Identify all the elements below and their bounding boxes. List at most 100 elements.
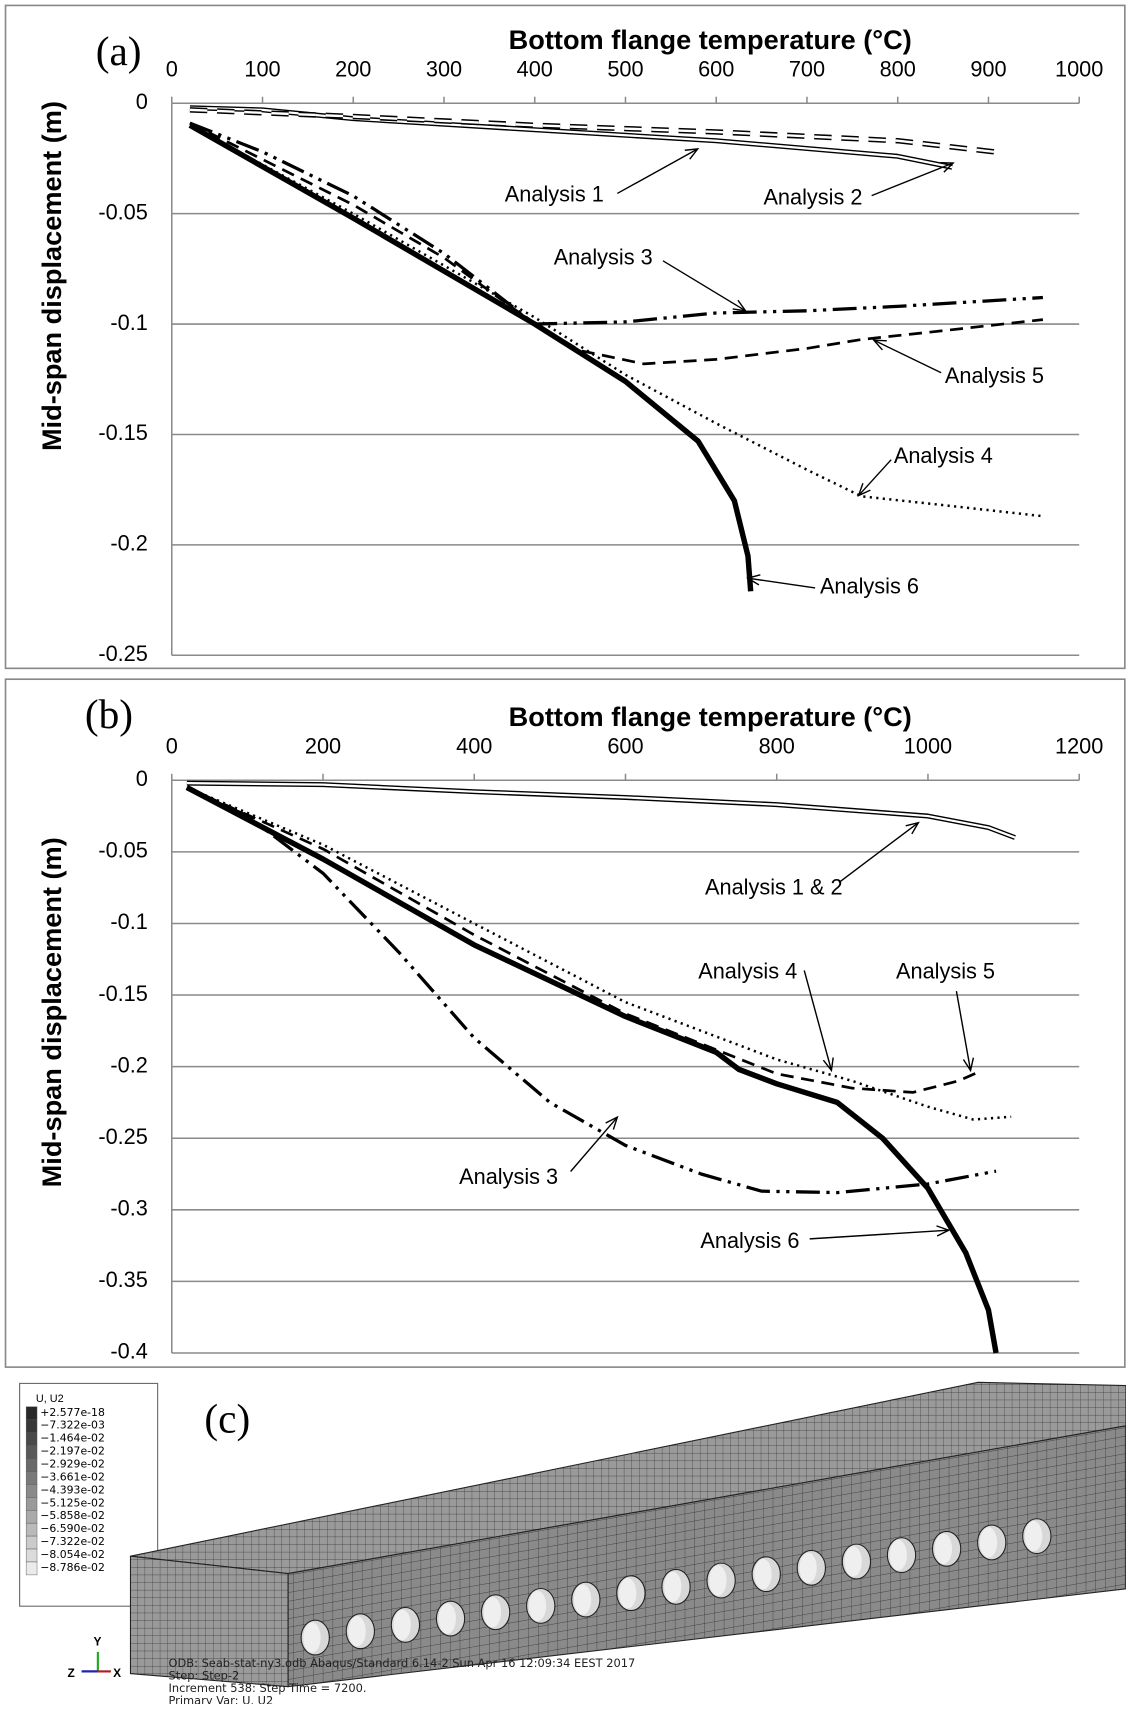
x-tick-label: 300 [426, 56, 462, 81]
annotation: Analysis 6 [820, 574, 919, 599]
x-tick-label: 100 [244, 56, 280, 81]
y-tick-label: -0.3 [110, 1196, 147, 1221]
web-opening-shade [664, 1572, 681, 1602]
y-tick-label: -0.35 [98, 1267, 148, 1292]
annotation-arrowhead [733, 300, 746, 311]
web-opening-shade [709, 1565, 726, 1595]
y-axis-title: Mid-span displacement (m) [36, 101, 67, 451]
web-opening-shade [484, 1597, 501, 1627]
web-opening-shade [890, 1540, 907, 1570]
x-tick-label: 0 [166, 733, 178, 758]
web-opening-shade [980, 1527, 997, 1557]
x-tick-label: 500 [607, 56, 643, 81]
y-axis-title: Mid-span displacement (m) [36, 837, 67, 1187]
x-tick-label: 200 [335, 56, 371, 81]
legend-label: −6.590e-02 [40, 1522, 105, 1535]
legend-swatch [26, 1471, 37, 1484]
axis-z-label: Z [67, 1666, 74, 1680]
x-tick-label: 1000 [1055, 56, 1103, 81]
y-tick-label: -0.15 [98, 981, 148, 1006]
legend-label: +2.577e-18 [40, 1406, 105, 1419]
legend-swatch [26, 1407, 37, 1420]
series-line [187, 787, 1011, 1119]
legend-swatch [26, 1420, 37, 1433]
annotation-arrowhead [685, 149, 698, 159]
x-tick-label: 900 [970, 56, 1006, 81]
series-line-core [187, 783, 1015, 837]
legend-label: −5.858e-02 [40, 1509, 105, 1522]
annotation: Analysis 6 [700, 1228, 799, 1253]
legend-swatch [26, 1446, 37, 1459]
y-tick-label: -0.15 [98, 420, 148, 445]
y-tick-label: -0.1 [110, 310, 147, 335]
legend-label: −1.464e-02 [40, 1432, 105, 1445]
legend-swatch [26, 1562, 37, 1575]
web-opening-shade [799, 1553, 816, 1583]
x-tick-label: 400 [517, 56, 553, 81]
legend-swatch [26, 1510, 37, 1523]
x-tick-label: 800 [880, 56, 916, 81]
annotation-arrow [872, 163, 954, 196]
web-opening-shade [348, 1616, 365, 1646]
legend-label: −8.054e-02 [40, 1548, 105, 1561]
legend-swatch [26, 1433, 37, 1446]
legend-label: −7.322e-03 [40, 1419, 105, 1432]
x-axis-title: Bottom flange temperature (°C) [509, 24, 912, 55]
legend-swatch [26, 1497, 37, 1510]
x-tick-label: 1200 [1055, 733, 1103, 758]
series-line [187, 787, 996, 1353]
legend-label: −3.661e-02 [40, 1470, 105, 1483]
web-opening-shade [303, 1622, 320, 1652]
annotation-arrow [859, 460, 892, 496]
web-opening-shade [754, 1559, 771, 1589]
series-line [190, 125, 751, 591]
legend-title: U, U2 [36, 1393, 64, 1405]
annotation: Analysis 3 [554, 244, 653, 269]
y-tick-label: -0.05 [98, 838, 148, 863]
annotation: Analysis 2 [763, 185, 862, 210]
legend-swatch [26, 1536, 37, 1549]
annotation: Analysis 3 [459, 1164, 558, 1189]
web-opening-shade [935, 1534, 952, 1564]
x-tick-label: 600 [607, 733, 643, 758]
x-tick-label: 1000 [904, 733, 952, 758]
web-opening-shade [844, 1546, 861, 1576]
fe-model [130, 1382, 1125, 1686]
annotation: Analysis 4 [894, 443, 993, 468]
web-opening-shade [393, 1610, 410, 1640]
x-tick-label: 700 [789, 56, 825, 81]
annotation-arrow [810, 1230, 949, 1239]
page: {"chart_data": [ {"type": "line", "panel… [0, 0, 1126, 1704]
web-opening-shade [1025, 1521, 1042, 1551]
series-line [190, 123, 1043, 324]
legend-swatch [26, 1484, 37, 1497]
axis-x-label: X [113, 1666, 121, 1680]
annotation-arrow [663, 261, 746, 311]
panel-frame [6, 679, 1125, 1367]
annotation-arrow [874, 340, 941, 373]
panel-label: (a) [96, 28, 142, 75]
annotation-arrow [748, 578, 815, 588]
y-tick-label: 0 [136, 89, 148, 114]
legend-swatch [26, 1549, 37, 1562]
annotation: Analysis 1 [505, 181, 604, 206]
web-opening-shade [529, 1591, 546, 1621]
y-tick-label: -0.2 [110, 531, 147, 556]
x-tick-label: 200 [305, 733, 341, 758]
legend-label: −2.197e-02 [40, 1445, 105, 1458]
figure: Y Z X (c) U, U2 (a) Bottom flange tempera… [0, 0, 1126, 1704]
x-axis-title: Bottom flange temperature (°C) [509, 701, 912, 732]
y-tick-label: -0.25 [98, 641, 148, 666]
legend-label: −4.393e-02 [40, 1483, 105, 1496]
annotation: Analysis 1 & 2 [705, 875, 843, 900]
legend-swatch [26, 1523, 37, 1536]
annotation-arrow [617, 149, 697, 194]
x-tick-label: 600 [698, 56, 734, 81]
legend-label: −7.322e-02 [40, 1535, 105, 1548]
legend-swatch [26, 1459, 37, 1472]
y-tick-label: -0.05 [98, 199, 148, 224]
axis-triad: Y Z X [67, 1634, 121, 1680]
panel-label: (c) [204, 1395, 250, 1442]
legend-label: −2.929e-02 [40, 1457, 105, 1470]
legend-label: −5.125e-02 [40, 1496, 105, 1509]
